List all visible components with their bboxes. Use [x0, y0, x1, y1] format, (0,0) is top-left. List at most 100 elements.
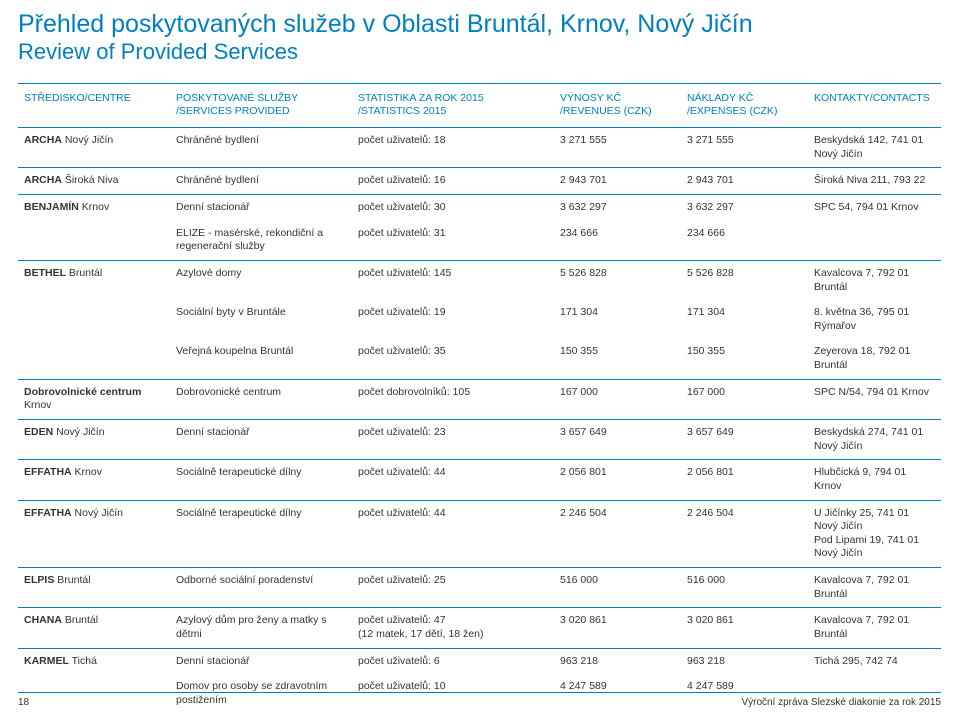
cell-expenses: 963 218: [681, 648, 808, 674]
table-row: ARCHA Široká NivaChráněné bydlenípočet u…: [18, 168, 941, 195]
cell-contact: Kavalcova 7, 792 01 Bruntál: [808, 608, 941, 648]
cell-centre: EFFATHA Krnov: [18, 460, 170, 500]
cell-service: Sociálně terapeutické dílny: [170, 500, 352, 568]
cell-centre: ARCHA Nový Jičín: [18, 128, 170, 168]
table-header-row: STŘEDISKO/CENTRE POSKYTOVANÉ SLUŽBY /SER…: [18, 83, 941, 127]
cell-service: Veřejná koupelna Bruntál: [170, 339, 352, 379]
cell-revenues: 2 056 801: [554, 460, 681, 500]
cell-centre: CHANA Bruntál: [18, 608, 170, 648]
cell-stats: počet uživatelů: 6: [352, 648, 554, 674]
cell-stats: počet uživatelů: 30: [352, 194, 554, 220]
cell-service: Chráněné bydlení: [170, 168, 352, 195]
cell-revenues: 2 943 701: [554, 168, 681, 195]
th-rev-l2: /REVENUES (CZK): [560, 105, 652, 117]
cell-stats: počet uživatelů: 18: [352, 128, 554, 168]
cell-revenues: 3 632 297: [554, 194, 681, 220]
cell-stats: počet uživatelů: 35: [352, 339, 554, 379]
cell-stats: počet uživatelů: 47(12 matek, 17 dětí, 1…: [352, 608, 554, 648]
table-row: ARCHA Nový JičínChráněné bydlenípočet už…: [18, 128, 941, 168]
cell-expenses: 5 526 828: [681, 260, 808, 300]
table-row: ELPIS BruntálOdborné sociální poradenstv…: [18, 568, 941, 608]
footer-page-number: 18: [18, 697, 29, 708]
cell-service: ELIZE - masérské, rekondiční a regenerač…: [170, 221, 352, 261]
cell-service: Azylový dům pro ženy a matky s dětmi: [170, 608, 352, 648]
cell-contact: Kavalcova 7, 792 01 Bruntál: [808, 260, 941, 300]
cell-contact: Zeyerova 18, 792 01 Bruntál: [808, 339, 941, 379]
cell-expenses: 2 056 801: [681, 460, 808, 500]
cell-stats: počet uživatelů: 44: [352, 460, 554, 500]
th-stats-l2: /STATISTICS 2015: [358, 105, 446, 117]
table-row: BETHEL BruntálAzylové domypočet uživatel…: [18, 260, 941, 300]
cell-expenses: 3 657 649: [681, 420, 808, 460]
cell-centre: EDEN Nový Jičín: [18, 420, 170, 460]
cell-expenses: 2 246 504: [681, 500, 808, 568]
cell-centre: BETHEL Bruntál: [18, 260, 170, 300]
cell-stats: počet uživatelů: 145: [352, 260, 554, 300]
cell-revenues: 963 218: [554, 648, 681, 674]
cell-stats: počet dobrovolníků: 105: [352, 379, 554, 419]
cell-expenses: 171 304: [681, 300, 808, 339]
cell-centre: [18, 300, 170, 339]
cell-revenues: 150 355: [554, 339, 681, 379]
cell-contact: SPC 54, 794 01 Krnov: [808, 194, 941, 220]
cell-contact: Beskydská 274, 741 01 Nový Jičín: [808, 420, 941, 460]
cell-stats: počet uživatelů: 25: [352, 568, 554, 608]
cell-revenues: 3 271 555: [554, 128, 681, 168]
cell-contact: U Jičínky 25, 741 01 Nový JičínPod Lipam…: [808, 500, 941, 568]
th-service: POSKYTOVANÉ SLUŽBY /SERVICES PROVIDED: [170, 83, 352, 127]
table-row: Sociální byty v Bruntálepočet uživatelů:…: [18, 300, 941, 339]
th-rev-l1: VÝNOSY KČ: [560, 92, 621, 104]
th-service-l1: POSKYTOVANÉ SLUŽBY: [176, 92, 298, 104]
table-row: ELIZE - masérské, rekondiční a regenerač…: [18, 221, 941, 261]
cell-contact: [808, 221, 941, 261]
cell-revenues: 2 246 504: [554, 500, 681, 568]
cell-revenues: 5 526 828: [554, 260, 681, 300]
cell-stats: počet uživatelů: 19: [352, 300, 554, 339]
cell-centre: [18, 339, 170, 379]
table-row: Dobrovolnické centrum KrnovDobrovonické …: [18, 379, 941, 419]
th-revenues: VÝNOSY KČ /REVENUES (CZK): [554, 83, 681, 127]
cell-expenses: 3 271 555: [681, 128, 808, 168]
th-exp-l2: /EXPENSES (CZK): [687, 105, 777, 117]
cell-centre: ARCHA Široká Niva: [18, 168, 170, 195]
page-footer: 18 Výroční zpráva Slezské diakonie za ro…: [18, 692, 941, 708]
cell-service: Sociálně terapeutické dílny: [170, 460, 352, 500]
th-exp-l1: NÁKLADY KČ: [687, 92, 753, 104]
th-service-l2: /SERVICES PROVIDED: [176, 105, 290, 117]
cell-expenses: 167 000: [681, 379, 808, 419]
footer-report-title: Výroční zpráva Slezské diakonie za rok 2…: [741, 697, 941, 708]
table-row: EFFATHA Nový JičínSociálně terapeutické …: [18, 500, 941, 568]
cell-expenses: 516 000: [681, 568, 808, 608]
th-stats: STATISTIKA ZA ROK 2015 /STATISTICS 2015: [352, 83, 554, 127]
table-row: Veřejná koupelna Bruntálpočet uživatelů:…: [18, 339, 941, 379]
cell-centre: BENJAMÍN Krnov: [18, 194, 170, 220]
cell-contact: 8. května 36, 795 01 Rýmařov: [808, 300, 941, 339]
th-expenses: NÁKLADY KČ /EXPENSES (CZK): [681, 83, 808, 127]
page-title-main: Přehled poskytovaných služeb v Oblasti B…: [18, 10, 941, 39]
cell-service: Denní stacionář: [170, 194, 352, 220]
cell-contact: Kavalcova 7, 792 01 Bruntál: [808, 568, 941, 608]
cell-revenues: 234 666: [554, 221, 681, 261]
table-body: ARCHA Nový JičínChráněné bydlenípočet už…: [18, 128, 941, 714]
services-table: STŘEDISKO/CENTRE POSKYTOVANÉ SLUŽBY /SER…: [18, 83, 941, 714]
cell-revenues: 167 000: [554, 379, 681, 419]
cell-expenses: 234 666: [681, 221, 808, 261]
cell-contact: Tichá 295, 742 74: [808, 648, 941, 674]
cell-service: Denní stacionář: [170, 648, 352, 674]
cell-expenses: 150 355: [681, 339, 808, 379]
cell-stats: počet uživatelů: 16: [352, 168, 554, 195]
cell-service: Denní stacionář: [170, 420, 352, 460]
cell-contact: SPC N/54, 794 01 Krnov: [808, 379, 941, 419]
th-stats-l1: STATISTIKA ZA ROK 2015: [358, 92, 484, 104]
page-title-sub: Review of Provided Services: [18, 39, 941, 65]
cell-revenues: 516 000: [554, 568, 681, 608]
th-centre: STŘEDISKO/CENTRE: [18, 83, 170, 127]
cell-expenses: 3 632 297: [681, 194, 808, 220]
cell-centre: KARMEL Tichá: [18, 648, 170, 674]
cell-service: Dobrovonické centrum: [170, 379, 352, 419]
cell-contact: Hlubčická 9, 794 01 Krnov: [808, 460, 941, 500]
cell-expenses: 2 943 701: [681, 168, 808, 195]
cell-service: Odborné sociální poradenství: [170, 568, 352, 608]
cell-service: Chráněné bydlení: [170, 128, 352, 168]
table-row: CHANA BruntálAzylový dům pro ženy a matk…: [18, 608, 941, 648]
